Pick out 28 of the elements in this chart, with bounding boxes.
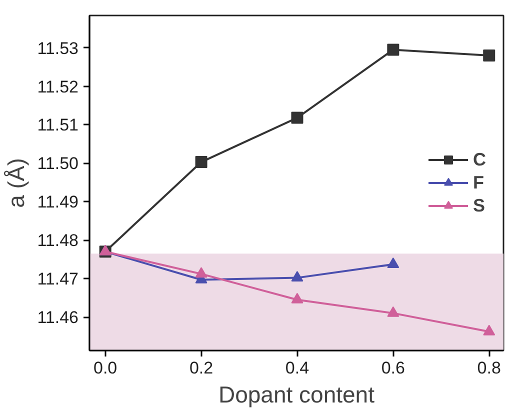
y-tick-label: 11.46	[37, 308, 78, 328]
x-tick-label: 0.4	[285, 358, 310, 378]
point	[387, 306, 400, 317]
legend-label: C	[473, 149, 487, 170]
x-tick-label: 0.8	[477, 358, 501, 378]
y-tick-label: 11.47	[37, 270, 78, 289]
point	[291, 270, 304, 282]
point	[483, 50, 496, 62]
legend-label: S	[473, 195, 486, 216]
y-tick-label: 11.50	[37, 154, 78, 174]
point	[291, 112, 304, 124]
y-tick-label: 11.52	[37, 77, 78, 96]
y-tick-label: 11.51	[37, 116, 78, 135]
legend-label: F	[473, 172, 485, 193]
point	[387, 257, 400, 268]
x-tick-label: 0.6	[381, 358, 405, 378]
x-tick-label: 0.0	[94, 358, 118, 378]
point	[291, 292, 304, 304]
x-axis-title: Dopant content	[218, 382, 376, 408]
x-tick-label: 0.2	[189, 358, 214, 378]
y-tick-label: 11.53	[37, 38, 78, 58]
y-tick-label: 11.48	[37, 231, 78, 250]
point	[387, 44, 400, 56]
y-tick-label: 11.49	[37, 192, 78, 212]
point	[195, 156, 208, 168]
point	[195, 267, 208, 278]
y-axis-title: a (Å)	[3, 158, 30, 208]
point	[483, 324, 496, 336]
